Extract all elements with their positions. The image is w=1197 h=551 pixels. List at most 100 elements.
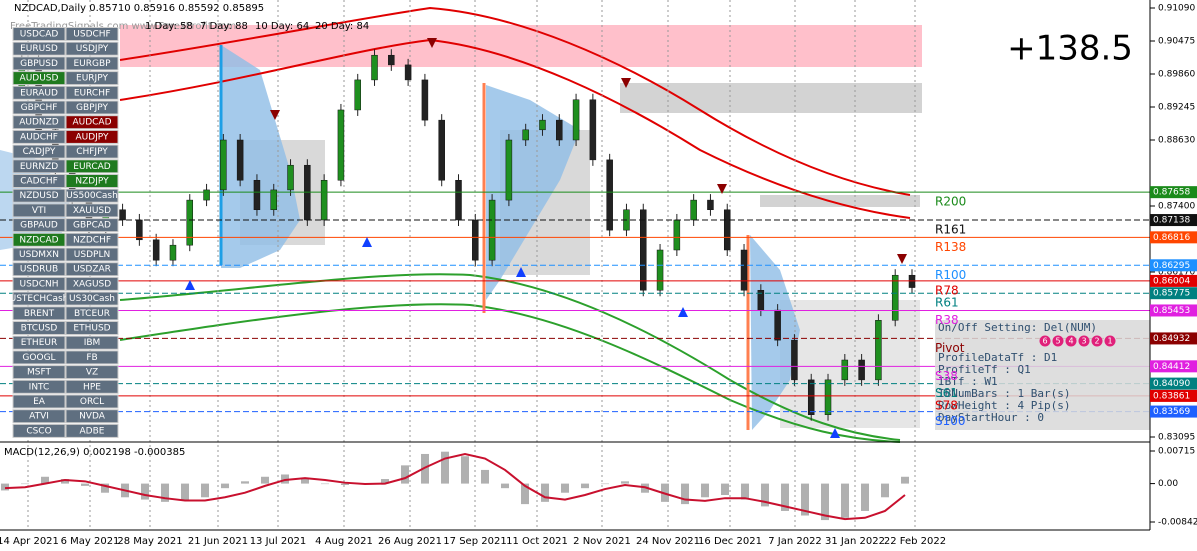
symbol-button[interactable] bbox=[65, 291, 119, 306]
symbol-button-label[interactable]: XAUUSD bbox=[73, 206, 111, 216]
symbol-button-label[interactable]: INTC bbox=[29, 382, 50, 392]
symbol-button[interactable] bbox=[12, 379, 66, 394]
symbol-button[interactable] bbox=[12, 188, 66, 203]
symbol-button-label[interactable]: BRENT bbox=[24, 309, 55, 319]
symbol-button[interactable] bbox=[12, 409, 66, 424]
symbol-button[interactable] bbox=[65, 174, 119, 188]
symbol-button[interactable] bbox=[12, 232, 66, 247]
symbol-button-label[interactable]: GBPJPY bbox=[76, 103, 108, 113]
symbol-button[interactable] bbox=[65, 365, 119, 380]
marker[interactable] bbox=[1052, 335, 1064, 347]
symbol-button[interactable] bbox=[12, 365, 66, 380]
symbol-button-label[interactable]: USDCAD bbox=[20, 30, 59, 40]
symbol-button[interactable] bbox=[12, 247, 66, 262]
marker-label[interactable]: 1 bbox=[1107, 337, 1112, 346]
symbol-button-label[interactable]: USDCHF bbox=[73, 30, 110, 40]
symbol-button[interactable] bbox=[65, 203, 119, 218]
symbol-button-label[interactable]: AUDCAD bbox=[72, 118, 111, 128]
symbol-button-label[interactable]: EURCAD bbox=[73, 162, 111, 172]
symbol-button-label[interactable]: ETHUSD bbox=[73, 324, 110, 334]
symbol-button[interactable] bbox=[65, 232, 119, 247]
symbol-button[interactable] bbox=[12, 335, 66, 350]
marker[interactable] bbox=[1091, 335, 1103, 347]
symbol-button-label[interactable]: USDPLN bbox=[74, 250, 110, 260]
symbol-button[interactable] bbox=[65, 85, 119, 100]
symbol-button[interactable] bbox=[65, 350, 119, 365]
symbol-button[interactable] bbox=[65, 276, 119, 291]
symbol-button-label[interactable]: GBPUSD bbox=[20, 59, 58, 69]
symbol-button-label[interactable]: CSCO bbox=[26, 426, 51, 436]
symbol-button[interactable] bbox=[65, 100, 119, 115]
symbol-button[interactable] bbox=[12, 129, 66, 144]
symbol-button-label[interactable]: AUDCHF bbox=[20, 132, 58, 142]
symbol-button-label[interactable]: NZDCAD bbox=[19, 235, 58, 245]
symbol-button-label[interactable]: GOOGL bbox=[22, 353, 55, 363]
symbol-button[interactable] bbox=[12, 71, 66, 86]
symbol-button[interactable] bbox=[12, 262, 66, 277]
marker[interactable] bbox=[1104, 335, 1116, 347]
symbol-button-label[interactable]: EURJPY bbox=[76, 74, 108, 84]
symbol-button[interactable] bbox=[12, 115, 66, 130]
symbol-button-label[interactable]: CADJPY bbox=[23, 147, 56, 157]
symbol-button[interactable] bbox=[65, 423, 119, 438]
symbol-button-label[interactable]: NVDA bbox=[79, 412, 106, 422]
symbol-button-label[interactable]: USTECHCash bbox=[10, 294, 69, 304]
symbol-button-label[interactable]: BTCUSD bbox=[21, 324, 58, 334]
symbol-button-label[interactable]: USDRUB bbox=[20, 265, 58, 275]
symbol-button[interactable] bbox=[65, 144, 119, 159]
symbol-button[interactable] bbox=[12, 41, 66, 56]
symbol-button-label[interactable]: USDJPY bbox=[76, 44, 109, 54]
symbol-button[interactable] bbox=[12, 144, 66, 159]
symbol-button-label[interactable]: FB bbox=[86, 353, 97, 363]
symbol-button[interactable] bbox=[65, 188, 119, 203]
symbol-button-label[interactable]: EURCHF bbox=[74, 88, 110, 98]
symbol-button[interactable] bbox=[12, 321, 66, 335]
symbol-button[interactable] bbox=[65, 115, 119, 130]
symbol-button-label[interactable]: BTCEUR bbox=[74, 309, 110, 319]
symbol-button-label[interactable]: GBPCHF bbox=[21, 103, 58, 113]
symbol-button-label[interactable]: AUDUSD bbox=[20, 74, 59, 84]
symbol-button-label[interactable]: USDZAR bbox=[73, 265, 111, 275]
symbol-button[interactable] bbox=[12, 174, 66, 188]
symbol-button[interactable] bbox=[65, 41, 119, 56]
symbol-button[interactable] bbox=[65, 129, 119, 144]
symbol-button-label[interactable]: USDMXN bbox=[19, 250, 59, 260]
symbol-button-label[interactable]: AUDJPY bbox=[75, 132, 109, 142]
symbol-button-label[interactable]: XAGUSD bbox=[73, 279, 111, 289]
symbol-button[interactable] bbox=[65, 218, 119, 233]
symbol-button-label[interactable]: EURUSD bbox=[20, 44, 58, 54]
symbol-button[interactable] bbox=[65, 321, 119, 335]
symbol-button[interactable] bbox=[12, 85, 66, 100]
symbol-button-label[interactable]: ORCL bbox=[80, 397, 104, 407]
symbol-button-label[interactable]: EURNZD bbox=[20, 162, 58, 172]
symbol-button[interactable] bbox=[12, 423, 66, 438]
marker-label[interactable]: 5 bbox=[1055, 337, 1060, 346]
symbol-button[interactable] bbox=[65, 56, 119, 71]
symbol-button[interactable] bbox=[12, 218, 66, 233]
symbol-button[interactable] bbox=[65, 159, 119, 174]
symbol-button-label[interactable]: CHFJPY bbox=[76, 147, 108, 157]
marker-label[interactable]: 4 bbox=[1068, 337, 1073, 346]
symbol-button[interactable] bbox=[12, 291, 66, 306]
symbol-button[interactable] bbox=[12, 276, 66, 291]
symbol-button[interactable] bbox=[12, 100, 66, 115]
symbol-button-label[interactable]: NZDUSD bbox=[19, 191, 58, 201]
marker[interactable] bbox=[1039, 335, 1051, 347]
symbol-button[interactable] bbox=[12, 56, 66, 71]
symbol-button[interactable] bbox=[12, 306, 66, 321]
symbol-button[interactable] bbox=[12, 394, 66, 409]
symbol-button-label[interactable]: EA bbox=[33, 397, 46, 407]
symbol-button-label[interactable]: AUDNZD bbox=[19, 118, 59, 128]
symbol-button-label[interactable]: USDCNH bbox=[19, 279, 58, 289]
symbol-button-label[interactable]: HPE bbox=[83, 382, 101, 392]
marker-label[interactable]: 3 bbox=[1081, 337, 1086, 346]
symbol-button[interactable] bbox=[65, 71, 119, 86]
symbol-button-label[interactable]: US30Cash bbox=[69, 294, 115, 304]
symbol-button-label[interactable]: EURAUD bbox=[20, 88, 58, 98]
symbol-button[interactable] bbox=[65, 335, 119, 350]
symbol-button[interactable] bbox=[65, 262, 119, 277]
symbol-button-label[interactable]: NZDJPY bbox=[75, 177, 109, 187]
symbol-button-label[interactable]: CADCHF bbox=[20, 177, 58, 187]
symbol-button-label[interactable]: US500Cash bbox=[66, 191, 118, 201]
symbol-button[interactable] bbox=[65, 306, 119, 321]
